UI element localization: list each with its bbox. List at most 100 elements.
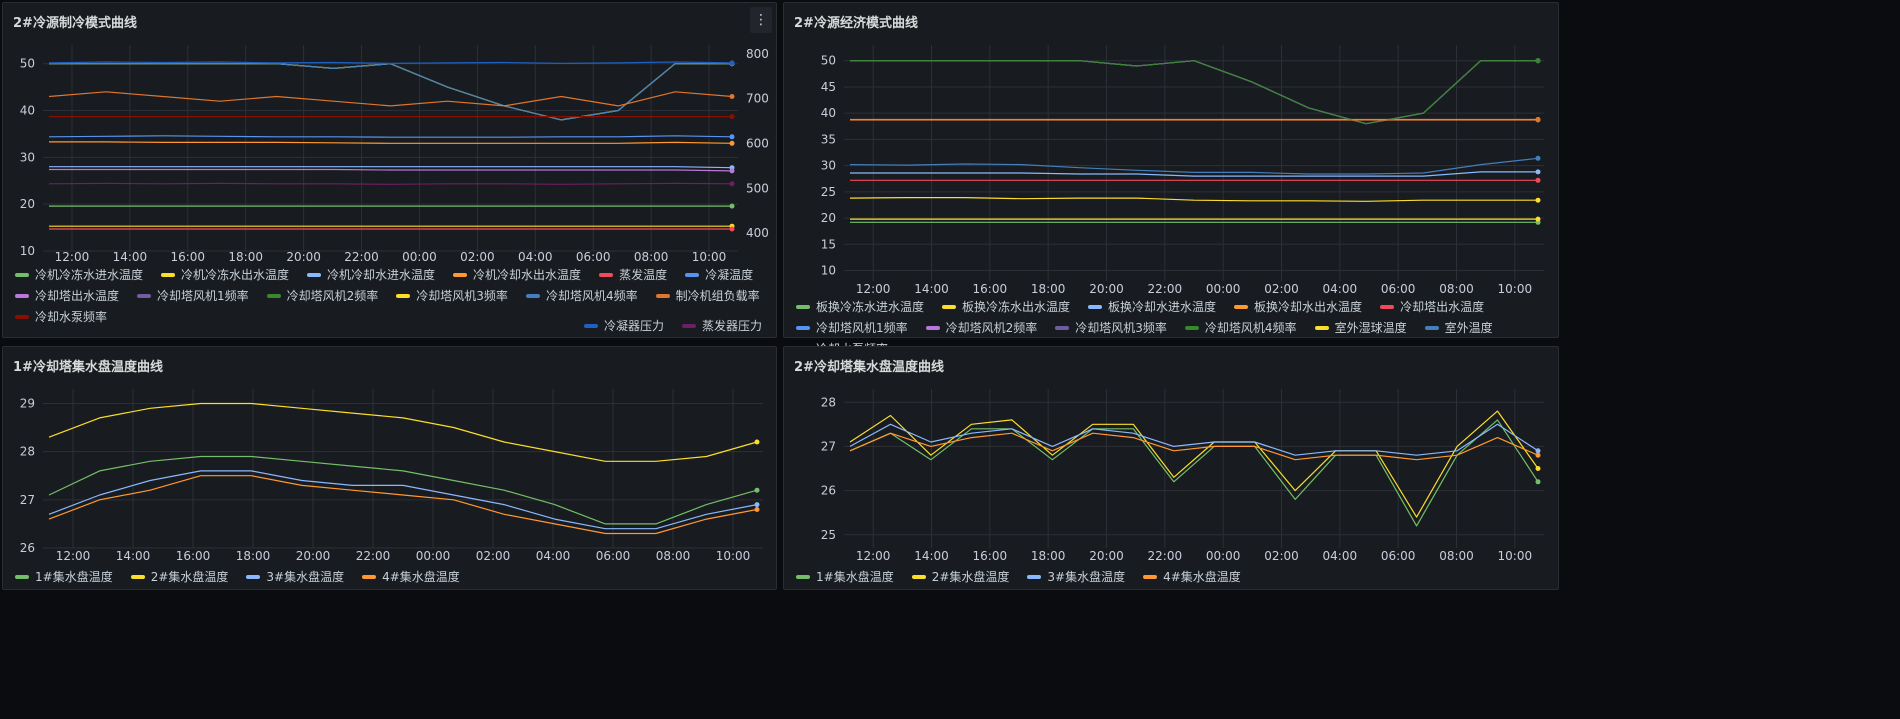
series-end-point <box>729 181 735 187</box>
x-tick-label: 20:00 <box>1089 549 1124 563</box>
series-end-point <box>729 134 735 140</box>
chart-economy-mode: 10 15 20 25 30 35 40 45 50 12:00 14:00 16:00 18:00 20… <box>821 45 1544 296</box>
legend-label: 制冷机组负载率 <box>675 289 760 303</box>
legend-item[interactable]: 冷凝温度 <box>685 266 753 283</box>
chart-tower1-basin: 26 27 28 29 12:00 14:00 16:00 18:00 20:00 22:00 00… <box>20 389 763 563</box>
x-tick-label: 14:00 <box>914 549 949 563</box>
y-tick-label: 40 <box>821 106 836 120</box>
legend-right-axis: 冷凝器压力 蒸发器压力 <box>583 317 762 334</box>
y-tick-label: 15 <box>821 237 836 251</box>
legend-item[interactable]: 冷却塔出水温度 <box>1380 298 1484 315</box>
legend-item[interactable]: 冷却塔风机3频率 <box>1055 319 1167 336</box>
y-tick-label: 45 <box>821 80 836 94</box>
legend-swatch <box>161 272 176 277</box>
legend-label: 4#集水盘温度 <box>382 570 460 584</box>
legend-item[interactable]: 制冷机组负载率 <box>655 287 760 304</box>
x-tick-label: 00:00 <box>1206 282 1241 296</box>
legend-item[interactable]: 3#集水盘温度 <box>1027 568 1125 585</box>
legend-item[interactable]: 冷却塔风机1频率 <box>137 287 249 304</box>
legend: 冷机冷冻水进水温度 冷机冷冻水出水温度 冷机冷却水进水温度 冷机冷却水出水温度 蒸发温度… <box>15 266 765 325</box>
legend-item[interactable]: 冷却塔风机3频率 <box>396 287 508 304</box>
panel-menu-icon[interactable]: ⋮ <box>750 7 772 33</box>
x-tick-label: 14:00 <box>116 549 151 563</box>
legend-item[interactable]: 板换冷冻水进水温度 <box>796 298 924 315</box>
series-line <box>850 60 1538 125</box>
legend-item[interactable]: 冷凝器压力 <box>583 317 664 334</box>
x-tick-label: 06:00 <box>596 549 631 563</box>
legend-item[interactable]: 1#集水盘温度 <box>796 568 894 585</box>
legend-item[interactable]: 4#集水盘温度 <box>362 568 460 585</box>
legend-item[interactable]: 冷却塔风机1频率 <box>796 319 908 336</box>
legend-item[interactable]: 板换冷却水出水温度 <box>1234 298 1362 315</box>
legend-label: 冷机冷却水进水温度 <box>327 268 436 282</box>
legend-item[interactable]: 冷机冷冻水进水温度 <box>15 266 143 283</box>
x-tick-label: 18:00 <box>236 549 271 563</box>
legend-label: 蒸发温度 <box>619 268 668 282</box>
x-tick-label: 22:00 <box>344 250 379 264</box>
y-tick-label: 26 <box>20 541 35 555</box>
y-tick-label: 30 <box>20 150 35 164</box>
legend-label: 冷却塔风机3频率 <box>1075 321 1167 335</box>
legend-item[interactable]: 冷却塔出水温度 <box>15 287 119 304</box>
legend-swatch <box>1380 304 1395 309</box>
y2-tick-label: 800 <box>746 47 769 61</box>
legend-item[interactable]: 冷机冷冻水出水温度 <box>161 266 289 283</box>
series-line <box>850 171 1538 177</box>
legend-swatch <box>685 272 700 277</box>
y-tick-label: 26 <box>821 484 836 498</box>
panel-title: 2#冷源经济模式曲线 <box>794 16 918 31</box>
y-tick-label: 25 <box>821 185 836 199</box>
legend-swatch <box>266 293 281 298</box>
legend-swatch <box>15 272 29 277</box>
x-tick-label: 18:00 <box>228 250 263 264</box>
series-line <box>850 60 1538 125</box>
legend-item[interactable]: 蒸发温度 <box>599 266 667 283</box>
legend-label: 冷却塔风机3频率 <box>416 289 508 303</box>
legend-item[interactable]: 2#集水盘温度 <box>130 568 228 585</box>
legend-item[interactable]: 冷却塔风机2频率 <box>266 287 379 304</box>
legend-swatch <box>362 574 377 579</box>
x-tick-label: 18:00 <box>1031 549 1066 563</box>
legend-item[interactable]: 1#集水盘温度 <box>15 568 113 585</box>
x-tick-label: 00:00 <box>416 549 451 563</box>
series-line <box>849 157 1539 175</box>
legend-item[interactable]: 3#集水盘温度 <box>246 568 344 585</box>
series-line <box>850 60 1538 125</box>
legend-swatch <box>1143 574 1158 579</box>
x-tick-label: 22:00 <box>356 549 391 563</box>
x-tick-label: 16:00 <box>973 282 1008 296</box>
legend-item[interactable]: 冷机冷却水进水温度 <box>307 266 435 283</box>
panel-tower2-basin: 2#冷却塔集水盘温度曲线 25 26 27 28 12:00 14:00 16:00 18:0… <box>783 346 1559 590</box>
legend-item[interactable]: 室外湿球温度 <box>1314 319 1407 336</box>
legend-item[interactable]: 4#集水盘温度 <box>1143 568 1241 585</box>
panel-title: 2#冷源制冷模式曲线 <box>13 16 137 31</box>
legend-item[interactable]: 冷机冷却水出水温度 <box>453 266 581 283</box>
legend-label: 冷凝温度 <box>705 268 754 282</box>
legend-label: 冷机冷冻水出水温度 <box>181 268 290 282</box>
legend-label: 冷却塔出水温度 <box>1400 300 1485 314</box>
legend-label: 冷却塔风机2频率 <box>286 289 379 303</box>
series-line <box>48 475 758 535</box>
legend-item[interactable]: 冷却水泵频率 <box>15 308 107 325</box>
series-end-point <box>729 203 735 209</box>
legend-item[interactable]: 室外温度 <box>1424 319 1493 336</box>
series-end-point <box>1535 197 1541 203</box>
legend: 1#集水盘温度 2#集水盘温度 3#集水盘温度 4#集水盘温度 <box>15 568 765 585</box>
legend-swatch <box>1027 574 1042 579</box>
legend-item[interactable]: 蒸发器压力 <box>681 317 762 334</box>
legend-item[interactable]: 板换冷冻水出水温度 <box>942 298 1070 315</box>
y-tick-label: 28 <box>821 395 836 409</box>
series-end-point <box>1535 58 1541 64</box>
legend-swatch <box>246 574 261 579</box>
legend-swatch <box>15 574 29 579</box>
legend-item[interactable]: 冷却塔风机4频率 <box>525 287 638 304</box>
legend-label: 1#集水盘温度 <box>816 570 894 584</box>
legend-item[interactable]: 冷却塔风机4频率 <box>1184 319 1297 336</box>
series-end-point <box>729 140 735 146</box>
legend-item[interactable]: 冷却塔风机2频率 <box>925 319 1037 336</box>
legend-item[interactable]: 2#集水盘温度 <box>911 568 1009 585</box>
legend-item[interactable]: 板换冷却水进水温度 <box>1088 298 1216 315</box>
legend-label: 冷却塔风机4频率 <box>545 289 638 303</box>
x-tick-label: 00:00 <box>402 250 437 264</box>
x-tick-label: 22:00 <box>1148 282 1183 296</box>
